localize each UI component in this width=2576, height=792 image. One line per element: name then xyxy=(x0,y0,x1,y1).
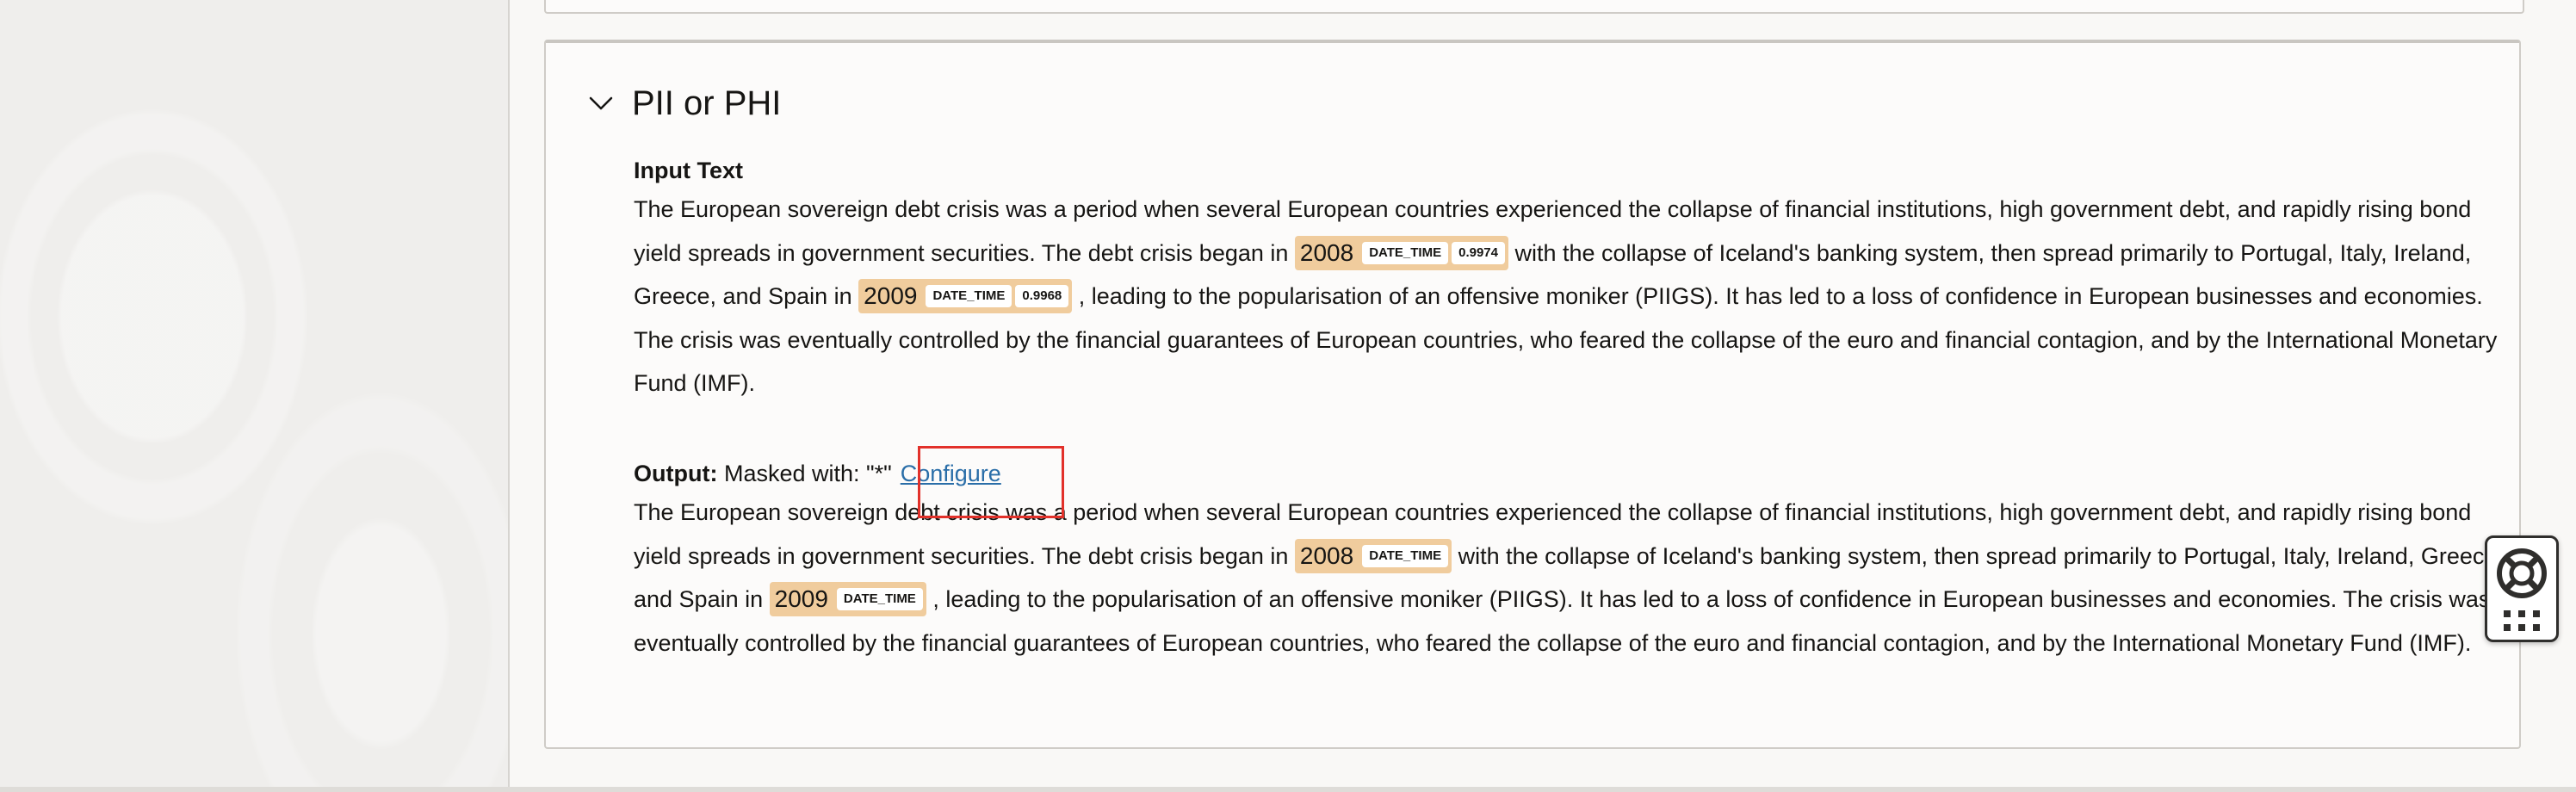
entity-type-badge: DATE_TIME xyxy=(836,588,923,610)
help-widget[interactable] xyxy=(2485,535,2559,642)
entity-score-badge: 0.9974 xyxy=(1452,241,1505,264)
lifebuoy-icon xyxy=(2497,548,2547,598)
bottom-divider xyxy=(0,787,2576,792)
input-text-segment: , leading to the popularisation of an of… xyxy=(634,283,2498,396)
entity-type-badge: DATE_TIME xyxy=(926,285,1012,307)
entity-highlight: 2009 DATE_TIME 0.9968 xyxy=(858,279,1073,313)
input-text: The European sovereign debt crisis was a… xyxy=(634,188,2511,405)
entity-score-badge: 0.9968 xyxy=(1015,285,1069,307)
input-text-segment: The European sovereign debt crisis was a… xyxy=(634,196,2472,266)
output-text: The European sovereign debt crisis was a… xyxy=(634,491,2511,665)
output-label: Output: xyxy=(634,461,718,486)
output-section: Output: Masked with: "*" Configure The Eu… xyxy=(634,456,2511,665)
pii-phi-panel: PII or PHI Input Text The European sover… xyxy=(544,40,2521,749)
input-section: Input Text The European sovereign debt c… xyxy=(634,153,2511,405)
entity-text: 2008 xyxy=(1299,541,1354,569)
previous-panel xyxy=(544,0,2524,14)
content-area: PII or PHI Input Text The European sover… xyxy=(510,0,2576,792)
entity-text: 2009 xyxy=(774,585,828,612)
chevron-down-icon[interactable] xyxy=(584,86,618,121)
output-text-segment: with the collapse of Iceland's banking s… xyxy=(634,542,2504,613)
output-header: Output: Masked with: "*" Configure xyxy=(634,456,2511,491)
input-label: Input Text xyxy=(634,158,743,183)
panel-title: PII or PHI xyxy=(632,84,782,122)
left-background xyxy=(0,0,510,792)
entity-highlight: 2008 DATE_TIME 0.9974 xyxy=(1294,235,1508,270)
panel-header[interactable]: PII or PHI xyxy=(584,77,781,129)
output-text-segment: , leading to the popularisation of an of… xyxy=(634,586,2491,656)
configure-link[interactable]: Configure xyxy=(900,461,1001,486)
grid-icon xyxy=(2504,610,2540,631)
entity-type-badge: DATE_TIME xyxy=(1362,544,1449,567)
entity-text: 2008 xyxy=(1299,238,1354,266)
entity-highlight: 2009 DATE_TIME xyxy=(769,582,926,616)
output-text-segment: The European sovereign debt crisis was a… xyxy=(634,499,2472,569)
entity-text: 2009 xyxy=(864,282,918,309)
masked-with-text: Masked with: "*" xyxy=(723,461,892,486)
entity-type-badge: DATE_TIME xyxy=(1362,241,1449,264)
input-text-segment: with the collapse of Iceland's banking s… xyxy=(634,239,2472,310)
entity-highlight: 2008 DATE_TIME xyxy=(1294,538,1452,573)
